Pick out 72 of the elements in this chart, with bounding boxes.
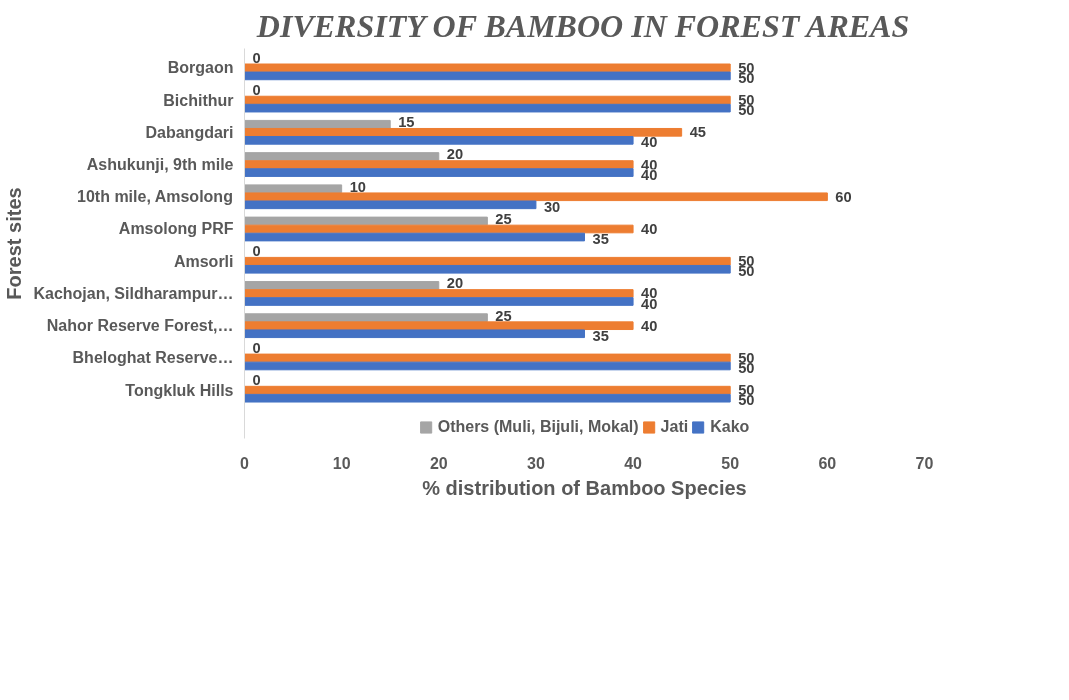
x-tick-label: 20 bbox=[429, 454, 448, 472]
y-tick-label: Amsolong PRF bbox=[118, 220, 234, 238]
legend-label: Jati bbox=[660, 418, 689, 436]
x-tick-label: 70 bbox=[915, 454, 934, 472]
x-axis-title: % distribution of Bamboo Species bbox=[422, 476, 747, 499]
bar bbox=[244, 127, 683, 137]
x-tick-label: 50 bbox=[721, 454, 740, 472]
y-tick-label: Nahor Reserve Forest,… bbox=[46, 317, 234, 335]
bar bbox=[244, 184, 343, 194]
y-tick-label: 10th mile, Amsolong bbox=[77, 188, 233, 206]
bar bbox=[244, 329, 585, 339]
bar bbox=[244, 71, 731, 81]
bar bbox=[244, 321, 634, 331]
bar bbox=[244, 168, 634, 177]
data-label: 35 bbox=[592, 231, 609, 248]
bar bbox=[244, 136, 634, 145]
bar bbox=[244, 95, 731, 105]
data-label: 60 bbox=[835, 188, 852, 205]
data-label: 40 bbox=[641, 134, 658, 151]
data-label: 45 bbox=[689, 124, 706, 141]
bar bbox=[244, 393, 731, 403]
y-tick-label: Borgaon bbox=[167, 59, 234, 77]
data-label: 40 bbox=[641, 221, 658, 237]
chart-title: DIVERSITY OF BAMBOO IN FOREST AREAS bbox=[255, 7, 910, 44]
x-tick-label: 30 bbox=[527, 454, 545, 472]
data-label: 30 bbox=[543, 198, 561, 215]
legend-label: Kako bbox=[710, 418, 750, 436]
data-label: 0 bbox=[252, 82, 261, 99]
bar bbox=[244, 103, 731, 113]
bar bbox=[244, 63, 731, 73]
bar bbox=[244, 297, 634, 306]
bar bbox=[244, 152, 440, 161]
x-tick-label: 60 bbox=[818, 454, 837, 472]
bar bbox=[244, 256, 731, 266]
data-label: 0 bbox=[252, 49, 261, 66]
y-axis-title: Forest sites bbox=[3, 187, 26, 300]
bar bbox=[244, 264, 731, 274]
data-label: 0 bbox=[252, 372, 261, 389]
data-label: 0 bbox=[252, 339, 261, 356]
data-label: 20 bbox=[446, 146, 464, 163]
bar bbox=[244, 353, 731, 363]
y-tick-label: Bheloghat Reserve… bbox=[72, 349, 234, 367]
bar bbox=[244, 313, 488, 322]
bar bbox=[244, 216, 488, 226]
y-tick-label: Dabangdari bbox=[145, 123, 234, 141]
bar bbox=[244, 160, 634, 169]
data-label: 0 bbox=[252, 243, 261, 260]
legend-label: Others (Muli, Bijuli, Mokal) bbox=[437, 418, 639, 436]
bar bbox=[244, 224, 634, 234]
y-tick-label: Bichithur bbox=[163, 91, 234, 109]
y-tick-label: Ashukunji, 9th mile bbox=[86, 156, 234, 174]
x-tick-label: 40 bbox=[624, 454, 643, 472]
bar bbox=[244, 361, 731, 371]
bar bbox=[244, 232, 585, 242]
x-tick-label: 10 bbox=[332, 454, 351, 472]
data-label: 35 bbox=[592, 327, 609, 344]
data-label: 25 bbox=[495, 210, 512, 227]
bar bbox=[244, 281, 440, 290]
data-label: 20 bbox=[446, 275, 464, 292]
data-label: 25 bbox=[495, 307, 512, 324]
data-label: 10 bbox=[349, 178, 366, 195]
bar bbox=[244, 289, 634, 298]
bar bbox=[244, 119, 391, 129]
y-tick-label: Tongkluk Hills bbox=[125, 381, 234, 399]
y-tick-label: Amsorli bbox=[173, 252, 234, 270]
bar bbox=[244, 200, 537, 210]
bar bbox=[244, 385, 731, 395]
data-label: 15 bbox=[398, 114, 415, 131]
x-tick-label: 0 bbox=[240, 454, 250, 472]
y-tick-label: Kachojan, Sildharampur… bbox=[33, 284, 234, 302]
data-label: 40 bbox=[641, 317, 658, 334]
bar bbox=[244, 192, 828, 202]
